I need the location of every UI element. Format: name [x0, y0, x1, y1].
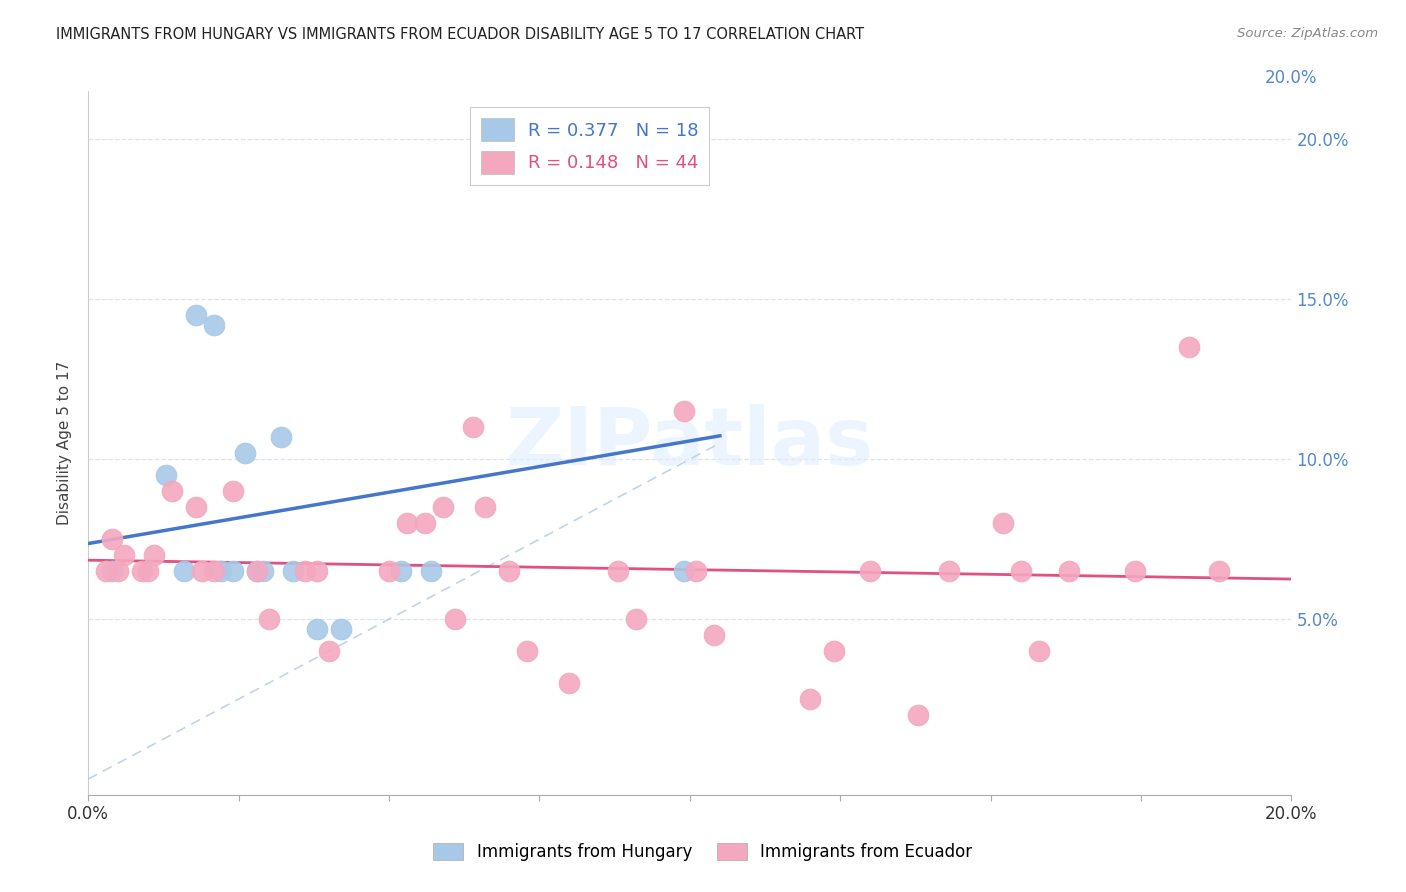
- Point: [112, 548, 135, 562]
- Point: [173, 564, 195, 578]
- Point: [186, 500, 208, 515]
- Point: [1123, 564, 1146, 578]
- Point: [162, 484, 184, 499]
- Legend: R = 0.377   N = 18, R = 0.148   N = 44: R = 0.377 N = 18, R = 0.148 N = 44: [470, 107, 709, 185]
- Point: [991, 516, 1014, 531]
- Point: [131, 564, 153, 578]
- Point: [859, 564, 882, 578]
- Point: [318, 644, 340, 658]
- Point: [1028, 644, 1050, 658]
- Point: [907, 708, 929, 723]
- Point: [474, 500, 496, 515]
- Point: [204, 318, 226, 332]
- Point: [444, 612, 467, 626]
- Point: [155, 468, 177, 483]
- Point: [204, 564, 226, 578]
- Point: [389, 564, 412, 578]
- Point: [246, 564, 269, 578]
- Point: [606, 564, 628, 578]
- Point: [233, 446, 256, 460]
- Point: [96, 564, 118, 578]
- Point: [221, 564, 243, 578]
- Point: [624, 612, 647, 626]
- Point: [672, 404, 695, 418]
- Point: [413, 516, 436, 531]
- Point: [101, 532, 124, 546]
- Point: [257, 612, 280, 626]
- Text: IMMIGRANTS FROM HUNGARY VS IMMIGRANTS FROM ECUADOR DISABILITY AGE 5 TO 17 CORREL: IMMIGRANTS FROM HUNGARY VS IMMIGRANTS FR…: [56, 27, 865, 42]
- Point: [281, 564, 304, 578]
- Text: ZIPatlas: ZIPatlas: [506, 404, 875, 483]
- Point: [107, 564, 129, 578]
- Point: [186, 308, 208, 322]
- Point: [305, 622, 328, 636]
- Point: [294, 564, 316, 578]
- Point: [378, 564, 401, 578]
- Point: [498, 564, 520, 578]
- Point: [685, 564, 707, 578]
- Point: [305, 564, 328, 578]
- Point: [246, 564, 269, 578]
- Point: [823, 644, 845, 658]
- Point: [329, 622, 352, 636]
- Text: Source: ZipAtlas.com: Source: ZipAtlas.com: [1237, 27, 1378, 40]
- Point: [432, 500, 454, 515]
- Point: [209, 564, 232, 578]
- Point: [938, 564, 960, 578]
- Legend: Immigrants from Hungary, Immigrants from Ecuador: Immigrants from Hungary, Immigrants from…: [427, 836, 979, 868]
- Point: [1010, 564, 1032, 578]
- Point: [101, 564, 124, 578]
- Point: [395, 516, 418, 531]
- Point: [191, 564, 214, 578]
- Point: [672, 564, 695, 578]
- Point: [221, 484, 243, 499]
- Point: [420, 564, 443, 578]
- Point: [630, 138, 652, 153]
- Point: [252, 564, 274, 578]
- Point: [463, 420, 485, 434]
- Point: [516, 644, 538, 658]
- Point: [136, 564, 159, 578]
- Point: [703, 628, 725, 642]
- Y-axis label: Disability Age 5 to 17: Disability Age 5 to 17: [58, 361, 72, 525]
- Point: [270, 430, 292, 444]
- Point: [1178, 340, 1201, 354]
- Point: [799, 692, 821, 706]
- Point: [1057, 564, 1080, 578]
- Point: [558, 676, 581, 690]
- Point: [1208, 564, 1230, 578]
- Point: [143, 548, 166, 562]
